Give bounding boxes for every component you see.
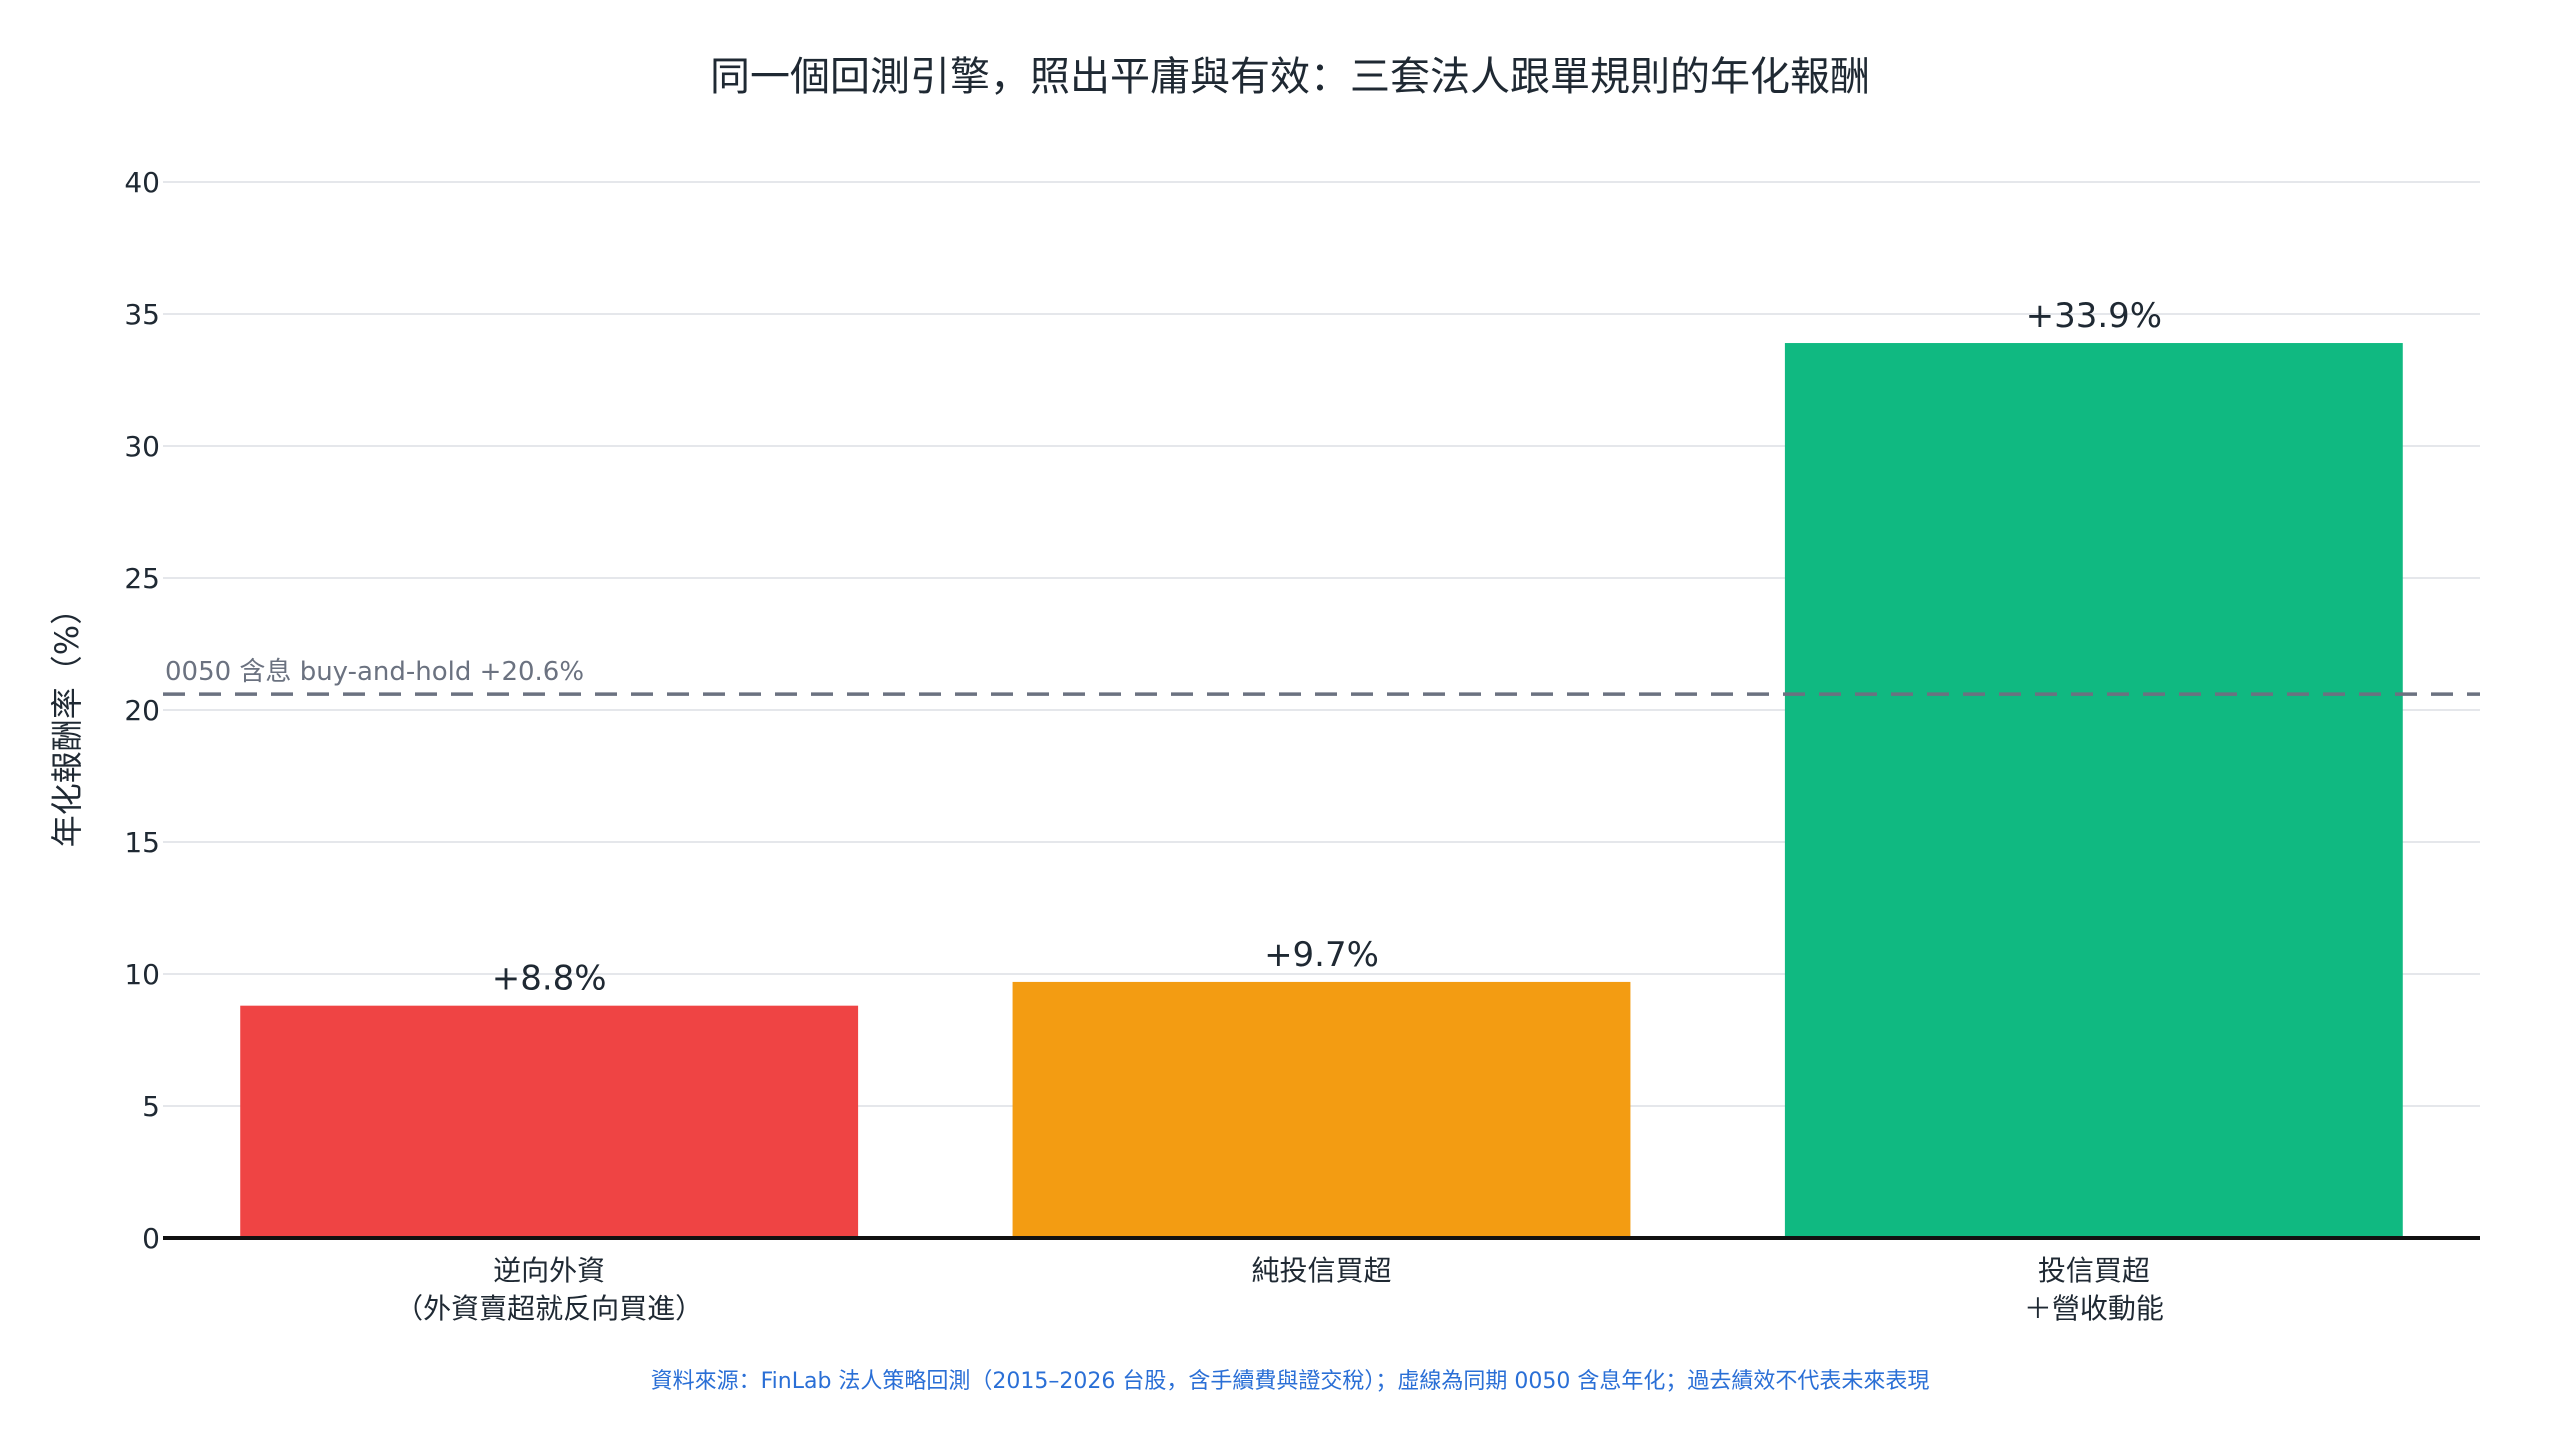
bar-1 bbox=[240, 1005, 859, 1238]
x-tick-label: ＋營收動能 bbox=[2024, 1292, 2164, 1325]
bars bbox=[240, 343, 2403, 1238]
source-note: 資料來源：FinLab 法人策略回測（2015–2026 台股，含手續費與證交稅… bbox=[651, 1369, 1930, 1394]
data-label-3: +33.9% bbox=[2026, 296, 2163, 336]
chart-title: 同一個回測引擎，照出平庸與有效：三套法人跟單規則的年化報酬 bbox=[710, 54, 1870, 100]
y-tick-label: 35 bbox=[124, 298, 160, 331]
x-tick-label: 投信買超 bbox=[2038, 1254, 2150, 1287]
gridlines bbox=[163, 181, 2480, 1107]
x-tick-label: 逆向外資 bbox=[493, 1254, 605, 1287]
x-tick-label: （外資賣超就反向買進） bbox=[395, 1292, 703, 1325]
x-tick-label: 純投信買超 bbox=[1251, 1254, 1391, 1287]
y-tick-label: 0 bbox=[142, 1222, 160, 1255]
bar-2 bbox=[1012, 981, 1631, 1238]
y-tick-label: 40 bbox=[124, 166, 160, 199]
data-labels: +8.8% +9.7% +33.9% bbox=[492, 296, 2162, 999]
x-axis-category-labels: 逆向外資 （外資賣超就反向買進） 純投信買超 投信買超 ＋營收動能 bbox=[395, 1254, 2164, 1325]
reference-line-group: 0050 含息 buy-and-hold +20.6% bbox=[163, 657, 2480, 696]
y-tick-label: 5 bbox=[142, 1090, 160, 1123]
y-axis-label: 年化報酬率（%） bbox=[48, 593, 86, 847]
y-tick-label: 10 bbox=[124, 958, 160, 991]
y-tick-label: 25 bbox=[124, 562, 160, 595]
y-axis-ticks: 0 5 10 15 20 25 30 35 40 bbox=[124, 166, 160, 1255]
data-label-2: +9.7% bbox=[1264, 935, 1379, 975]
y-tick-label: 30 bbox=[124, 430, 160, 463]
data-label-1: +8.8% bbox=[492, 959, 607, 999]
y-tick-label: 20 bbox=[124, 694, 160, 727]
y-tick-label: 15 bbox=[124, 826, 160, 859]
bar-3 bbox=[1784, 343, 2403, 1238]
reference-line-label: 0050 含息 buy-and-hold +20.6% bbox=[165, 657, 584, 687]
